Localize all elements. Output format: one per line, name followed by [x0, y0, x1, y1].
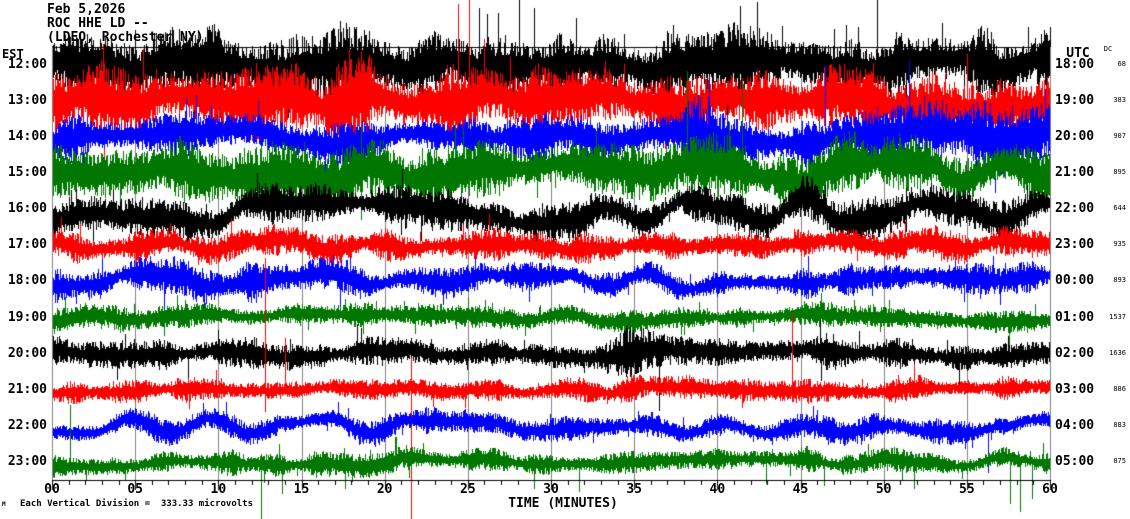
- est-time-label: 19:00: [7, 309, 47, 325]
- est-time-label: 13:00: [7, 93, 47, 109]
- dc-value: 875: [1113, 456, 1126, 465]
- x-tick-label: 30: [543, 482, 559, 497]
- x-tick-label: 20: [376, 482, 393, 497]
- x-tick-label: 25: [460, 482, 476, 497]
- dc-value: 935: [1113, 240, 1126, 249]
- dc-value: 883: [1113, 420, 1126, 429]
- est-time-label: 15:00: [7, 165, 47, 181]
- footer-marker: M: [2, 501, 6, 508]
- est-time-label: 18:00: [7, 273, 47, 289]
- x-axis-title: TIME (MINUTES): [508, 496, 618, 511]
- x-tick-label: 00: [44, 482, 60, 497]
- x-tick-label: 10: [210, 482, 227, 497]
- dc-value: 1636: [1109, 348, 1126, 357]
- est-time-label: 20:00: [7, 345, 47, 361]
- est-time-label: 21:00: [7, 381, 47, 397]
- est-time-label: 23:00: [7, 453, 47, 469]
- dc-value: 886: [1113, 384, 1126, 393]
- x-tick-label: 50: [875, 482, 892, 497]
- dc-value: 68: [1117, 60, 1126, 68]
- header-station: ROC HHE LD --: [47, 16, 149, 31]
- est-time-label: 22:00: [7, 417, 47, 433]
- x-tick-label: 35: [626, 482, 642, 497]
- x-tick-label: 60: [1042, 482, 1058, 497]
- scale-note: Each Vertical Division = 333.33 microvol…: [20, 499, 253, 509]
- dc-value: 644: [1113, 204, 1126, 213]
- est-time-label: 17:00: [7, 237, 47, 253]
- est-time-label: 16:00: [7, 201, 47, 217]
- x-tick-label: 55: [959, 482, 975, 497]
- header-location: (LDEO, Rochester NY): [47, 30, 204, 45]
- x-tick-label: 40: [709, 482, 726, 497]
- est-time-label: 12:00: [7, 57, 47, 72]
- dc-value: 895: [1113, 168, 1126, 177]
- header-date: Feb 5,2026: [47, 2, 126, 17]
- est-time-label: 14:00: [7, 129, 47, 145]
- dc-value: 907: [1113, 132, 1126, 141]
- dc-value: 383: [1113, 96, 1126, 105]
- x-tick-label: 05: [127, 482, 143, 497]
- x-tick-label: 15: [293, 482, 310, 497]
- dc-column-title: DC: [1103, 45, 1113, 53]
- dc-value: 893: [1113, 276, 1126, 285]
- dc-value: 1537: [1109, 312, 1126, 321]
- x-tick-label: 45: [792, 482, 809, 497]
